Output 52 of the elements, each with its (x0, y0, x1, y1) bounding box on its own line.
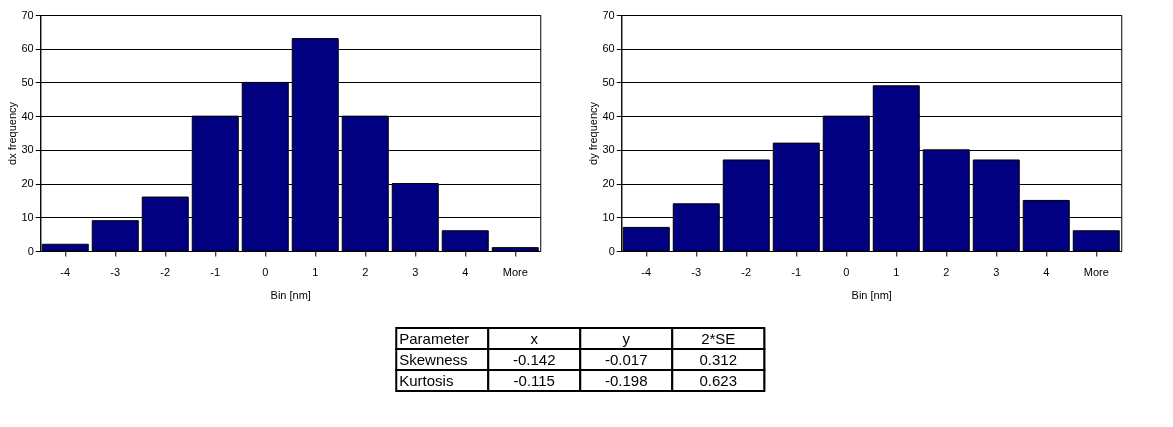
x-tick-label: 4 (462, 265, 469, 278)
x-tick-label: -2 (741, 265, 752, 278)
text: Kurtosis (399, 371, 454, 389)
y-tick-label: 30 (21, 143, 34, 156)
y-tick-label: 10 (21, 210, 34, 223)
y-tick-label: 40 (602, 109, 615, 122)
x-tick-label: -3 (110, 265, 121, 278)
text: -0.115 (513, 371, 555, 389)
x-tick-label: 2 (362, 265, 369, 278)
y-tick-label: 10 (602, 210, 615, 223)
y-axis-title: dy frequency (586, 101, 599, 165)
x-tick-label: 4 (1043, 265, 1050, 278)
text: 0.312 (699, 350, 738, 368)
x-tick-label: -4 (641, 265, 652, 278)
y-tick-label: 0 (27, 244, 34, 257)
y-tick-label: 20 (21, 177, 34, 190)
y-tick-label: 20 (602, 177, 615, 190)
y-tick-label: 30 (602, 143, 615, 156)
text: 0.623 (699, 371, 738, 389)
text: -0.017 (604, 350, 648, 368)
x-tick-label: 3 (993, 265, 1000, 278)
y-tick-label: 0 (608, 244, 615, 257)
y-tick-label: 70 (602, 8, 615, 21)
x-tick-label: -1 (210, 265, 221, 278)
y-tick-label: 70 (21, 8, 34, 21)
x-axis-title: Bin [nm] (270, 288, 311, 301)
category-label: x (530, 329, 539, 347)
x-tick-label: More (502, 265, 528, 278)
y-tick-label: 50 (602, 75, 615, 88)
y-tick-label: 40 (21, 109, 34, 122)
y-axis-title: dx frequency (5, 101, 18, 165)
x-tick-label: 1 (312, 265, 319, 278)
x-tick-label: -3 (691, 265, 702, 278)
category-label: 2*SE (701, 329, 736, 347)
text: Skewness (399, 350, 468, 368)
category-label: Parameter (399, 329, 470, 347)
x-tick-label: 0 (843, 265, 850, 278)
y-tick-label: 50 (21, 75, 34, 88)
y-tick-label: 60 (602, 42, 615, 55)
x-tick-label: 2 (943, 265, 950, 278)
x-tick-label: -1 (791, 265, 802, 278)
x-tick-label: 1 (893, 265, 900, 278)
y-tick-label: 60 (21, 42, 34, 55)
x-tick-label: -2 (160, 265, 171, 278)
category-label: y (622, 329, 631, 347)
x-tick-label: 0 (262, 265, 269, 278)
x-tick-label: 3 (412, 265, 419, 278)
x-tick-label: More (1083, 265, 1109, 278)
x-axis-title: Bin [nm] (851, 288, 892, 301)
text: -0.198 (604, 371, 648, 389)
text: -0.142 (512, 350, 556, 368)
x-tick-label: -4 (60, 265, 71, 278)
